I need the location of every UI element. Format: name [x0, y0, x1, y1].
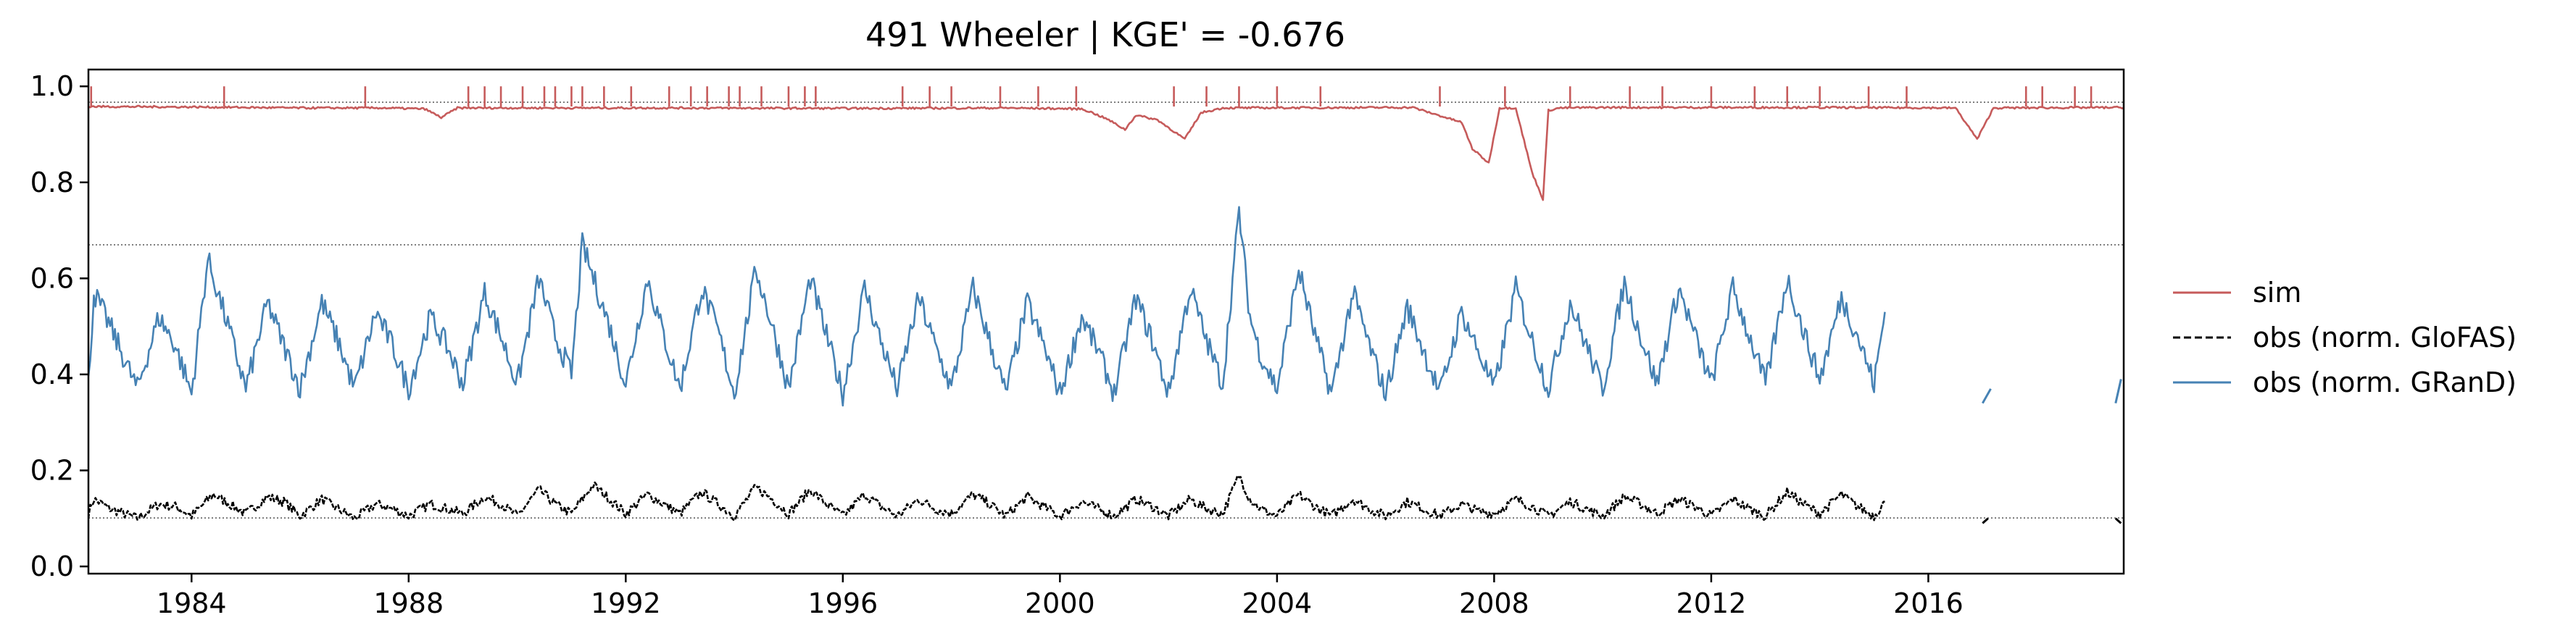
y-tick-label-2: 0.4: [30, 359, 74, 390]
series-line-1: [88, 474, 1885, 521]
plot-frame: [87, 68, 2125, 575]
reference-lines: [88, 101, 2124, 519]
series-segment-1-0: [1982, 517, 1989, 524]
x-tick-label-1: 1988: [373, 587, 444, 619]
x-tick-label-5: 2004: [1242, 587, 1313, 619]
x-tick-label-3: 1996: [807, 587, 878, 619]
x-tick-label-0: 1984: [157, 587, 227, 619]
series-line-2: [88, 206, 1886, 407]
legend: sim obs (norm. GloFAS) obs (norm. GRanD): [2173, 277, 2517, 398]
x-tick-label-6: 2008: [1459, 587, 1529, 619]
y-tick-label-1: 0.2: [30, 454, 74, 486]
series-1: [88, 474, 2122, 524]
series-segment-2-0: [1981, 388, 1992, 404]
legend-label-1: obs (norm. GloFAS): [2253, 322, 2517, 353]
x-tick-label-7: 2012: [1677, 587, 1747, 619]
y-axis: 0.0 0.2 0.4 0.6 0.8 1.0: [30, 70, 88, 582]
chart-title: 491 Wheeler | KGE' = -0.676: [865, 15, 1345, 55]
y-tick-label-3: 0.6: [30, 262, 74, 294]
series-0: [88, 86, 2124, 201]
series-2: [88, 206, 2122, 407]
legend-label-0: sim: [2253, 277, 2301, 309]
series-segment-1-1: [2114, 517, 2122, 524]
y-tick-label-4: 0.8: [30, 167, 74, 198]
legend-label-2: obs (norm. GRanD): [2253, 366, 2517, 398]
x-tick-label-2: 1992: [591, 587, 661, 619]
series-segment-2-1: [2114, 379, 2122, 404]
y-tick-label-5: 1.0: [30, 70, 74, 102]
series-layer: [88, 86, 2124, 524]
x-tick-label-8: 2016: [1893, 587, 1964, 619]
x-tick-label-4: 2000: [1025, 587, 1095, 619]
series-line-0: [88, 104, 2124, 201]
x-axis: 1984 1988 1992 1996 2000 2004 2008 2012 2016: [157, 574, 1964, 619]
y-tick-label-0: 0.0: [30, 550, 74, 582]
